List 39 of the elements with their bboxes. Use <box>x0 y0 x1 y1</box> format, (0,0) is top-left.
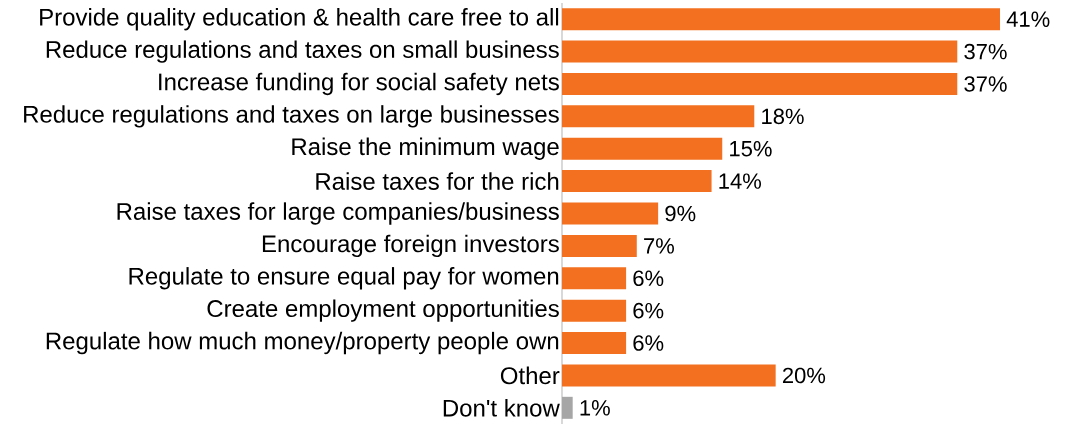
y-tick-label: Encourage foreign investors <box>262 234 559 258</box>
y-tick-label: Create employment opportunities <box>207 299 559 322</box>
data-label: 9% <box>665 205 696 222</box>
bar <box>562 202 659 225</box>
bar <box>562 137 723 160</box>
y-tick-label: Raise the minimum wage <box>292 137 559 160</box>
y-tick-label: Regulate how much money/property people own <box>46 331 559 355</box>
data-label: 6% <box>633 335 664 351</box>
bar <box>562 299 627 322</box>
y-tick-label: Raise taxes for large companies/business <box>117 202 559 225</box>
y-tick-label: Don't know <box>443 399 560 417</box>
y-tick-label: Regulate to ensure equal pay for women <box>129 267 559 290</box>
y-tick-label: Reduce regulations and taxes on large businesses <box>24 105 559 128</box>
data-label: 6% <box>633 270 664 287</box>
data-label: 18% <box>762 108 804 125</box>
bar <box>562 72 958 95</box>
data-label: 20% <box>782 367 826 384</box>
y-tick-label: Increase funding for social safety nets <box>159 72 559 96</box>
bar <box>562 396 573 419</box>
data-label: 14% <box>719 173 762 189</box>
data-label: 15% <box>730 140 772 157</box>
y-tick-label: Reduce regulations and taxes on small business <box>46 40 559 63</box>
data-label: 37% <box>964 43 1007 60</box>
bar <box>562 8 1000 31</box>
bar <box>562 364 776 387</box>
bar <box>562 267 627 290</box>
bar <box>562 40 958 63</box>
bar <box>562 105 755 128</box>
data-label: 7% <box>644 238 674 254</box>
data-label: 1% <box>580 400 610 416</box>
data-label: 37% <box>964 76 1007 92</box>
bar <box>562 170 712 193</box>
y-tick-label: Provide quality education & health care free to all <box>40 8 559 31</box>
data-label: 41% <box>1006 11 1050 27</box>
bar <box>562 332 627 355</box>
y-tick-label: Other <box>500 366 560 385</box>
bar <box>562 234 637 257</box>
y-tick-label: Raise taxes for the rich <box>316 172 559 190</box>
data-label: 6% <box>633 302 664 319</box>
